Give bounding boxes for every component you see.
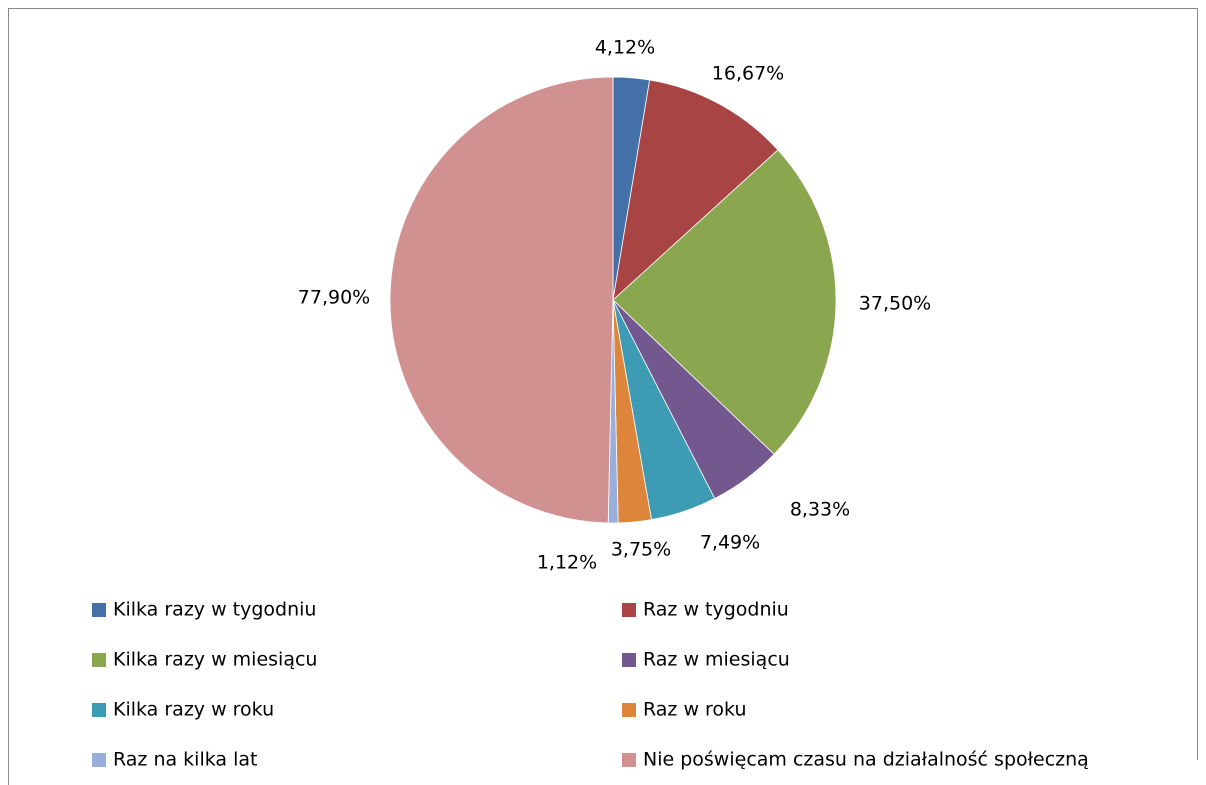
- legend-swatch: [92, 703, 106, 717]
- data-label: 8,33%: [790, 499, 850, 521]
- legend-label: Kilka razy w tygodniu: [113, 599, 316, 621]
- legend-label: Raz w miesiącu: [643, 649, 790, 671]
- data-label: 7,49%: [700, 532, 760, 554]
- legend-swatch: [92, 753, 106, 767]
- legend-label: Nie poświęcam czasu na działalność społe…: [643, 749, 1089, 771]
- pie-slice: [612, 149, 837, 455]
- data-label: 37,50%: [859, 293, 931, 315]
- legend-swatch: [92, 653, 106, 667]
- data-label: 16,67%: [712, 63, 784, 85]
- chart-frame: [8, 8, 1198, 785]
- legend-swatch: [92, 603, 106, 617]
- legend-label: Raz w tygodniu: [643, 599, 789, 621]
- data-label: 3,75%: [611, 539, 671, 561]
- pie-slice: [612, 79, 779, 302]
- legend-label: Kilka razy w miesiącu: [113, 649, 317, 671]
- data-label: 77,90%: [298, 287, 370, 309]
- data-label: 4,12%: [595, 37, 655, 59]
- legend-swatch: [622, 603, 636, 617]
- data-label: 1,12%: [537, 552, 597, 574]
- legend-swatch: [622, 653, 636, 667]
- pie-slice: [389, 76, 614, 524]
- legend-label: Raz na kilka lat: [113, 749, 257, 771]
- legend-swatch: [622, 703, 636, 717]
- legend-swatch: [622, 753, 636, 767]
- legend-label: Raz w roku: [643, 699, 747, 721]
- legend-label: Kilka razy w roku: [113, 699, 274, 721]
